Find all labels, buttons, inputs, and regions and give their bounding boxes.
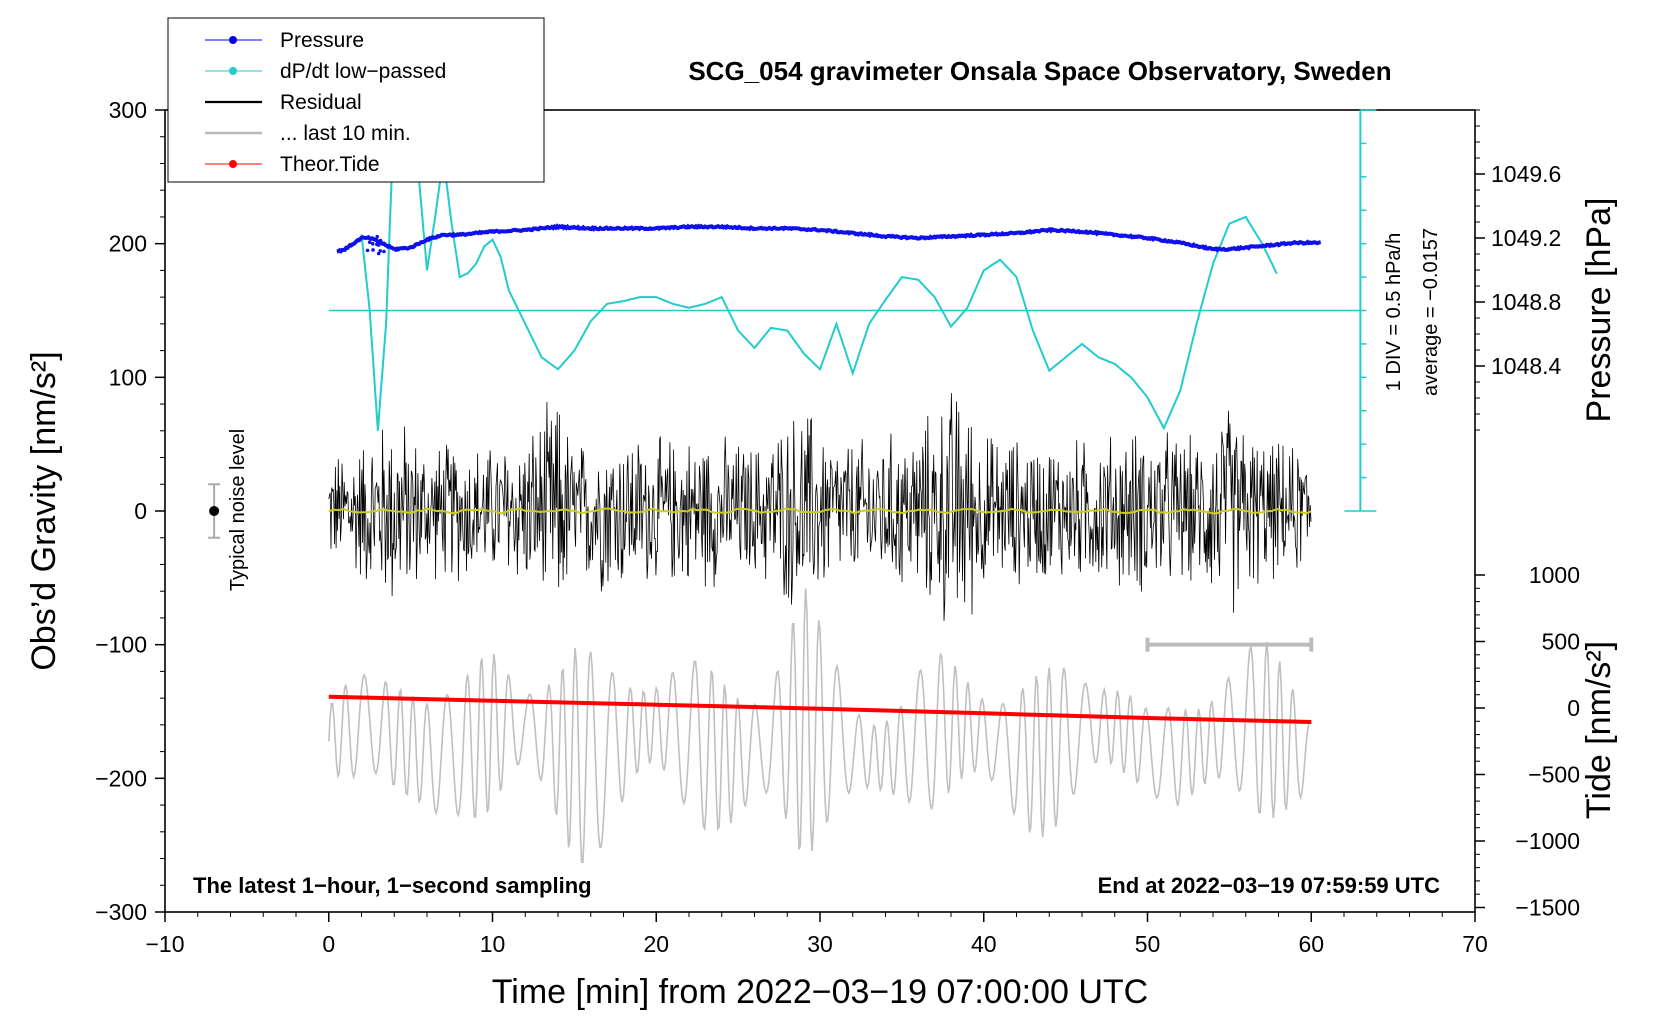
x-tick-label: 20	[643, 931, 669, 957]
pressure-tick-label: 1049.2	[1491, 225, 1561, 251]
x-tick-label: 30	[807, 931, 833, 957]
tide-tick-label: −500	[1528, 762, 1580, 788]
noise-bar-center	[209, 506, 220, 516]
legend-label: dP/dt low−passed	[280, 60, 446, 83]
y-tick-label: 300	[109, 97, 147, 123]
axes-layer: −10 0 10 20 30 40 50 60 703002001000−100−200−300…	[95, 97, 1580, 957]
theor-tide-line	[328, 694, 1312, 724]
tide-tick-label: 500	[1542, 629, 1580, 655]
legend-label: Residual	[280, 91, 362, 114]
pressure-point	[375, 234, 380, 239]
y-tick-label: 100	[109, 364, 147, 390]
pressure-point	[382, 249, 386, 254]
residual-smoothed-line	[328, 507, 1312, 515]
pressure-point	[371, 248, 375, 252]
pressure-tick-label: 1048.4	[1491, 353, 1562, 379]
pressure-tick-label: 1048.8	[1491, 289, 1561, 315]
pressure-point	[370, 241, 375, 246]
div-scale-label: 1 DIV = 0.5 hPa/h	[1383, 233, 1405, 391]
average-label: average = −0.0157	[1420, 228, 1442, 396]
tide-tick-label: 1000	[1529, 562, 1580, 588]
pressure-point	[376, 251, 381, 256]
x-tick-label: −10	[145, 931, 184, 957]
pressure-point	[376, 243, 381, 247]
residual-line	[328, 393, 1312, 621]
x-tick-label: 50	[1135, 931, 1161, 957]
y-tick-label: 0	[134, 498, 147, 524]
legend-box	[167, 17, 545, 183]
tide-tick-label: −1500	[1515, 895, 1580, 921]
chart-title: SCG_054 gravimeter Onsala Space Observat…	[688, 56, 1391, 86]
legend: Pressure dP/dt low−passed Residual ... last…	[167, 17, 545, 183]
x-tick-label: 10	[480, 931, 506, 957]
legend-label: Pressure	[280, 29, 364, 52]
pressure-point	[378, 249, 383, 253]
end-time-label: End at 2022−03−19 07:59:59 UTC	[1098, 873, 1441, 898]
y-tick-label: −200	[95, 765, 147, 791]
pressure-point	[378, 238, 383, 243]
dpdt-line	[360, 111, 1278, 431]
legend-marker	[229, 36, 237, 44]
x-tick-label: 60	[1298, 931, 1324, 957]
pressure-line	[336, 223, 1322, 254]
tide-tick-label: 0	[1567, 695, 1580, 721]
data-layer	[208, 109, 1377, 864]
x-axis-label: Time [min] from 2022−03−19 07:00:00 UTC	[492, 973, 1148, 1011]
legend-marker	[229, 160, 237, 168]
sampling-label: The latest 1−hour, 1−second sampling	[193, 873, 592, 898]
x-tick-label: 40	[971, 931, 997, 957]
pressure-point	[373, 238, 378, 242]
legend-marker	[229, 67, 237, 75]
legend-label: ... last 10 min.	[280, 122, 411, 145]
pressure-point	[365, 248, 370, 253]
tide-tick-label: −1000	[1515, 828, 1580, 854]
last-10-min-line	[328, 588, 1312, 864]
x-tick-label: 70	[1462, 931, 1488, 957]
pressure-tick-label: 1049.6	[1491, 161, 1561, 187]
y-axis-label-tide: Tide [nm/s²]	[1580, 641, 1618, 819]
y-axis-label-left: Obs’d Gravity [nm/s²]	[25, 351, 63, 670]
noise-level-label: Typical noise level	[227, 429, 249, 591]
y-tick-label: 200	[109, 231, 147, 257]
y-axis-label-pressure: Pressure [hPa]	[1580, 198, 1618, 423]
legend-label: Theor.Tide	[280, 153, 380, 176]
pressure-point	[367, 240, 372, 245]
y-tick-label: −300	[95, 899, 147, 925]
y-tick-label: −100	[95, 632, 147, 658]
x-tick-label: 0	[322, 931, 335, 957]
